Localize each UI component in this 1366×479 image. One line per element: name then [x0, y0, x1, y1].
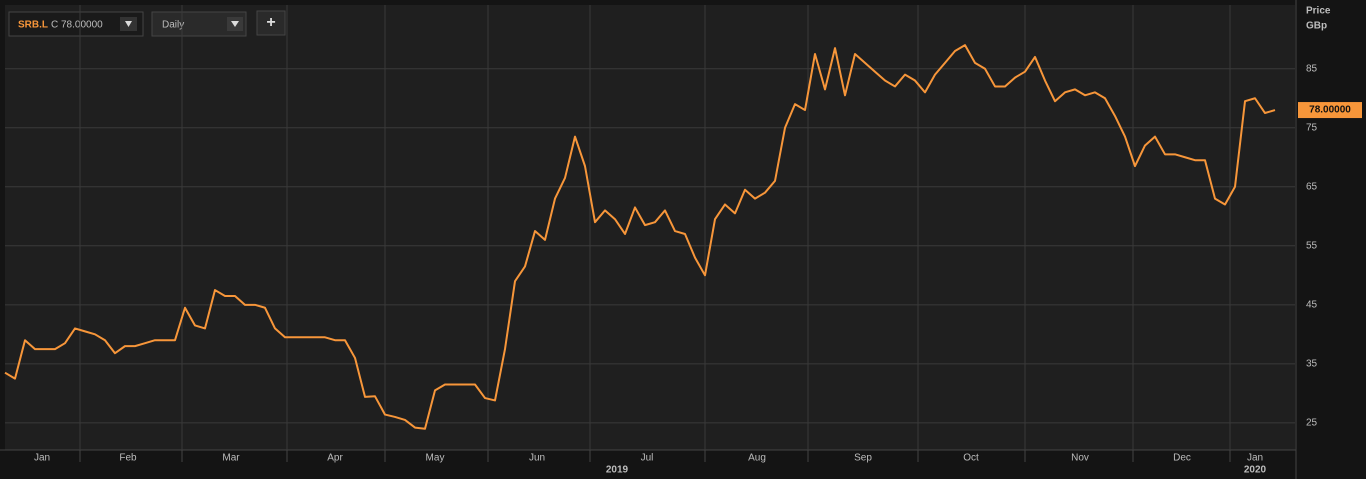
y-tick-label: 35 [1306, 358, 1318, 369]
year-label: 2020 [1244, 465, 1267, 476]
x-tick-label: May [426, 453, 445, 464]
x-tick-label: Jul [641, 453, 654, 464]
add-icon: + [266, 14, 275, 31]
x-tick-label: Dec [1173, 453, 1191, 464]
x-tick-label: Apr [327, 453, 343, 464]
x-tick-label: Mar [222, 453, 240, 464]
x-tick-label: Aug [748, 453, 766, 464]
close-label: C 78.00000 [51, 20, 103, 31]
y-tick-label: 25 [1306, 417, 1318, 428]
y-tick-label: 75 [1306, 122, 1318, 133]
dropdown-arrow [125, 21, 132, 27]
y-tick-label: 85 [1306, 63, 1318, 74]
last-price-tag [1298, 102, 1362, 119]
axis-title: GBp [1306, 21, 1327, 32]
x-tick-label: Jan [1247, 453, 1263, 464]
y-tick-label: 65 [1306, 181, 1318, 192]
y-tick-label: 55 [1306, 240, 1318, 251]
axis-title: Price [1306, 6, 1331, 17]
interval: Daily [162, 20, 184, 31]
x-tick-label: Sep [854, 453, 872, 464]
y-tick-label: 45 [1306, 299, 1318, 310]
add-button[interactable] [256, 10, 286, 36]
x-tick-label: Jan [34, 453, 50, 464]
x-tick-label: Oct [963, 453, 979, 464]
last-price-label: 78.00000 [1309, 105, 1351, 116]
symbol: SRB.L [18, 20, 48, 31]
plot-area [5, 5, 1295, 450]
dropdown-arrow [231, 21, 239, 27]
price-line [4, 44, 1276, 430]
x-tick-label: Nov [1071, 453, 1089, 464]
year-label: 2019 [606, 465, 629, 476]
x-tick-label: Feb [119, 453, 137, 464]
x-tick-label: Jun [529, 453, 545, 464]
